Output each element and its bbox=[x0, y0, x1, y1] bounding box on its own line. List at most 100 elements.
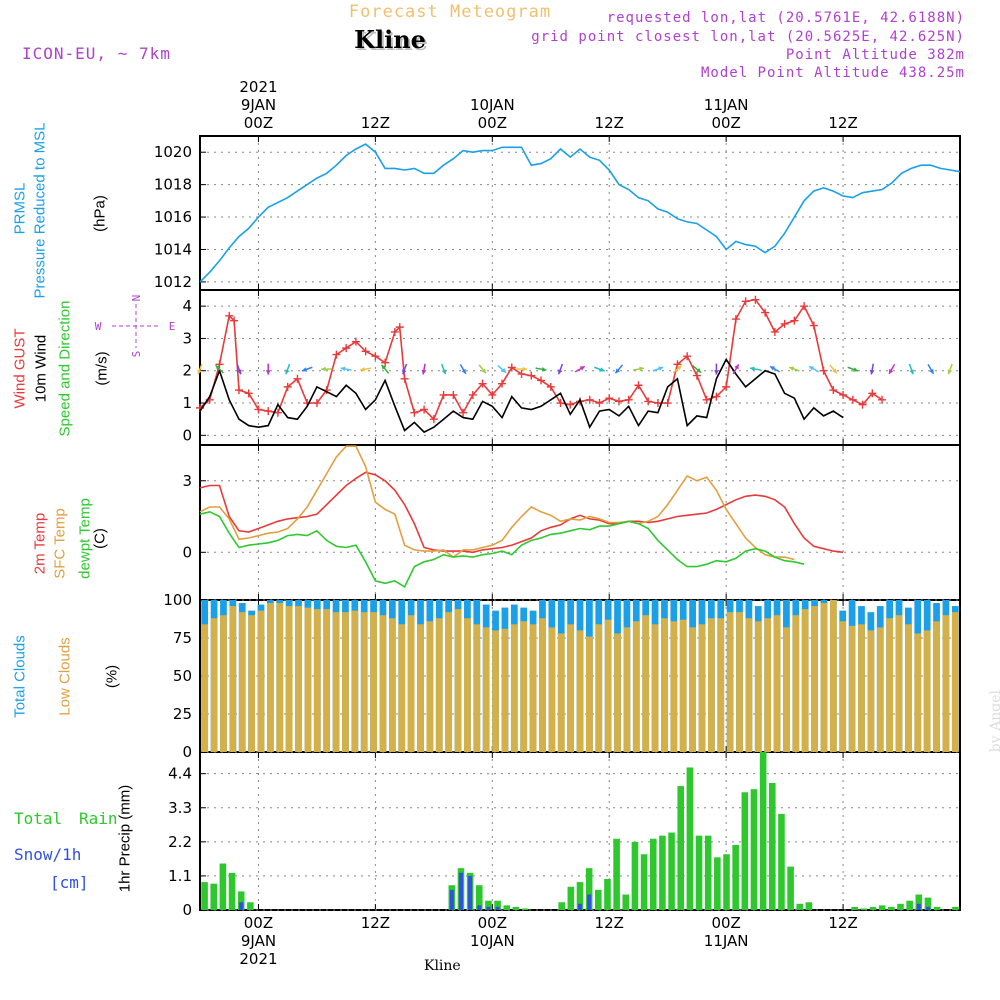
clouds-bar-low-clouds bbox=[951, 612, 959, 752]
clouds-bar-low-clouds bbox=[783, 627, 790, 752]
wind-gust-marker bbox=[293, 374, 302, 383]
wind-gust-marker bbox=[702, 395, 711, 404]
precip-bar-total-rain bbox=[741, 792, 749, 910]
wind-direction-arrow bbox=[869, 363, 875, 375]
precip-bar-total-rain bbox=[485, 900, 492, 910]
wind-arrow-head bbox=[197, 369, 202, 375]
footer-location: Kline bbox=[424, 958, 461, 974]
precip-bar-total-rain bbox=[677, 786, 685, 910]
wind-arrow-head bbox=[770, 366, 776, 371]
precip-bar-snow-1h bbox=[239, 902, 244, 910]
temp-series-sfc-temp bbox=[199, 445, 795, 561]
clouds-bar-low-clouds bbox=[482, 627, 490, 752]
wind-gust-marker bbox=[537, 376, 546, 385]
clouds-bar-low-clouds bbox=[707, 618, 715, 752]
wind-direction-arrow bbox=[301, 366, 313, 372]
precip-bar-total-rain bbox=[796, 903, 804, 910]
wind-direction-arrow bbox=[927, 363, 935, 375]
precip-bar-total-rain bbox=[640, 854, 648, 910]
clouds-bar-low-clouds bbox=[586, 636, 593, 752]
wind-gust-marker bbox=[429, 415, 438, 424]
clouds-bar-low-clouds bbox=[642, 615, 650, 752]
precip-bar-snow-1h bbox=[577, 903, 583, 910]
wind-arrow-head bbox=[321, 366, 326, 372]
clouds-bar-low-clouds bbox=[266, 603, 274, 752]
clouds-bar-low-clouds bbox=[933, 621, 940, 752]
precip-bar-total-rain bbox=[704, 835, 712, 910]
wind-gust-marker bbox=[741, 297, 750, 306]
wind-direction-arrow bbox=[497, 365, 507, 374]
wind-gust-marker bbox=[517, 369, 526, 378]
clouds-bar-low-clouds bbox=[492, 630, 499, 752]
wind-gust-marker bbox=[400, 374, 409, 383]
wind-arrow-head bbox=[929, 368, 934, 374]
clouds-bar-low-clouds bbox=[623, 627, 631, 752]
wind-arrow-head bbox=[481, 368, 487, 374]
wind-gust-marker bbox=[848, 395, 857, 404]
wind-direction-arrow bbox=[340, 366, 352, 372]
precip-bar-total-rain bbox=[521, 908, 529, 910]
wind-gust-marker bbox=[751, 295, 760, 304]
wind-gust-marker bbox=[273, 408, 282, 417]
bottom-time-label: 00Z bbox=[478, 914, 507, 932]
wind-gust-marker bbox=[566, 400, 575, 409]
precip-bar-total-rain bbox=[576, 882, 584, 910]
wind-gust-marker bbox=[488, 390, 497, 399]
bottom-time-label: 10JAN bbox=[470, 932, 515, 950]
precip-ytick-label: 3.3 bbox=[168, 799, 192, 817]
compass-south: S bbox=[130, 351, 143, 358]
wind-direction-arrow bbox=[749, 366, 761, 372]
wind-arrow-head bbox=[421, 369, 427, 375]
wind-direction-arrow bbox=[714, 363, 719, 375]
precip-bar-total-rain bbox=[668, 832, 675, 910]
clouds-bar-low-clouds bbox=[210, 618, 218, 752]
precip-bar-total-rain bbox=[219, 863, 227, 910]
clouds-bar-low-clouds bbox=[510, 624, 518, 752]
wind-arrow-head bbox=[676, 365, 682, 371]
wind-series-wind-gust bbox=[199, 298, 883, 421]
precip-bar-total-rain bbox=[237, 891, 245, 910]
precip-bar-snow-1h bbox=[468, 875, 473, 910]
precip-bar-snow-1h bbox=[449, 889, 454, 910]
clouds-bar-low-clouds bbox=[567, 624, 574, 752]
precip-bar-total-rain bbox=[475, 885, 483, 910]
wind-direction-arrow bbox=[614, 364, 624, 374]
precip-bar-snow-1h bbox=[458, 872, 464, 910]
wind-direction-arrow bbox=[215, 364, 224, 374]
wind-gust-marker bbox=[644, 397, 653, 406]
clouds-bar-low-clouds bbox=[435, 618, 443, 752]
clouds-bar-low-clouds bbox=[670, 621, 678, 752]
top-time-label: 2021 bbox=[239, 78, 277, 96]
wind-gust-marker bbox=[712, 392, 721, 401]
wind-gust-marker bbox=[819, 366, 828, 375]
wind-panel-frame bbox=[199, 289, 961, 446]
wind-direction-arrow bbox=[732, 363, 740, 375]
wind-gust-marker bbox=[585, 395, 594, 404]
clouds-ytick-label: 25 bbox=[173, 705, 192, 723]
clouds-bar-low-clouds bbox=[858, 624, 865, 752]
wind-gust-marker bbox=[449, 390, 458, 399]
clouds-bar-low-clouds bbox=[839, 621, 847, 752]
clouds-bar-low-clouds bbox=[689, 627, 696, 752]
wind-arrow-head bbox=[734, 364, 739, 370]
clouds-bar-low-clouds bbox=[736, 612, 743, 752]
clouds-bar-low-clouds bbox=[764, 618, 772, 752]
precip-bar-total-rain bbox=[228, 872, 236, 910]
clouds-bar-low-clouds bbox=[811, 606, 818, 752]
wind-arrow-head bbox=[853, 367, 858, 372]
precip-bar-snow-1h bbox=[495, 906, 500, 910]
wind-gust-marker bbox=[459, 408, 468, 417]
wind-arrow-head bbox=[658, 366, 664, 371]
wind-direction-arrow bbox=[769, 365, 781, 373]
wind-gust-marker bbox=[244, 389, 253, 398]
wind-gust-marker bbox=[371, 352, 380, 361]
temp-ytick-label: 3 bbox=[182, 472, 192, 490]
clouds-bar-low-clouds bbox=[248, 615, 255, 752]
wind-gust-marker bbox=[468, 390, 477, 399]
precip-snow-unit: [cm] bbox=[50, 873, 89, 892]
wind-gust-marker bbox=[527, 371, 536, 380]
clouds-bar-low-clouds bbox=[370, 612, 377, 752]
pressure-ytick-label: 1012 bbox=[154, 273, 192, 291]
model-label: ICON-EU, ~ 7km bbox=[22, 44, 171, 63]
